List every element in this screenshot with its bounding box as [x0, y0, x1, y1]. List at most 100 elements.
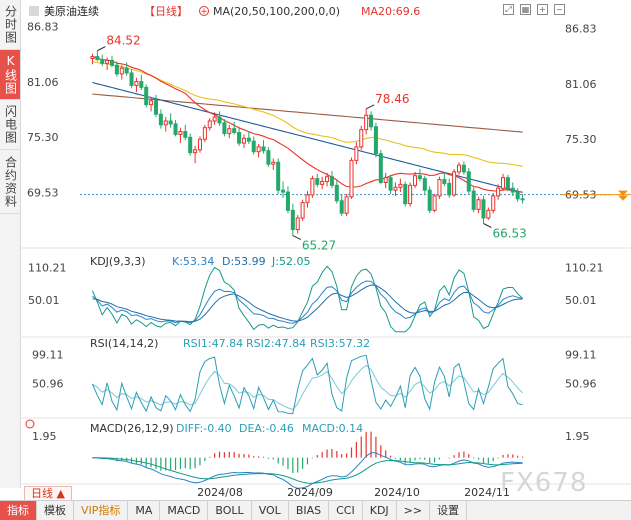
grid-icon[interactable]: ▦: [520, 4, 531, 15]
watermark: FX678: [500, 468, 588, 498]
candle-body: [378, 153, 383, 183]
tab-indicators[interactable]: 指标: [0, 501, 37, 520]
candle-body: [520, 198, 525, 201]
annotation-label: 84.52: [106, 34, 140, 48]
date-tick: 2024/09: [287, 486, 333, 499]
tab-boll[interactable]: BOLL: [208, 501, 252, 520]
candle-body: [173, 123, 178, 135]
add-indicator-icon[interactable]: [199, 6, 209, 16]
candle-body: [217, 116, 222, 124]
candle-body: [290, 209, 295, 231]
candle-body: [271, 161, 276, 165]
indicator-tab-bar: 指标 模板 VIP指标 MA MACD BOLL VOL BIAS CCI KD…: [0, 500, 631, 520]
candle-body: [373, 126, 378, 155]
sidebar: 分时图 K线图 闪电图 合约资料: [0, 0, 21, 488]
rsi1-line: [91, 354, 523, 415]
candle-body: [134, 81, 139, 86]
tab-contract-info[interactable]: 合约资料: [0, 150, 20, 214]
candle-body: [476, 199, 481, 210]
tab-flash-chart[interactable]: 闪电图: [0, 100, 20, 150]
annotation-pointer: [483, 223, 492, 228]
toolbar-icons: ⤢ ▦ + −: [503, 4, 565, 15]
tab-kdj[interactable]: KDJ: [363, 501, 397, 520]
kdj-j-line: [91, 265, 523, 333]
candle-body: [320, 181, 325, 185]
zoom-in-icon[interactable]: +: [537, 4, 548, 15]
candle-body: [168, 120, 173, 125]
candle-body: [422, 178, 427, 191]
candle-body: [178, 131, 183, 135]
candle-body: [261, 146, 266, 152]
candle-body: [256, 146, 261, 153]
candle-body: [510, 187, 515, 193]
candle-body: [188, 136, 193, 154]
kdj-d-value: D:53.99: [222, 255, 266, 268]
tab-settings[interactable]: 设置: [430, 501, 468, 520]
rsi-tick-left: 50.96: [32, 377, 64, 390]
tab-ma[interactable]: MA: [128, 501, 161, 520]
candle-body: [202, 127, 207, 140]
candle-body: [452, 171, 457, 196]
candle-body: [408, 184, 413, 205]
more-tabs-button[interactable]: >>: [397, 501, 431, 520]
candle-body: [339, 200, 344, 214]
symbol-color-swatch: [29, 6, 39, 16]
candle-body: [413, 175, 418, 186]
candle-body: [95, 56, 100, 60]
candle-body: [310, 178, 315, 196]
rsi2-value: RSI2:47.84: [246, 337, 306, 350]
date-tick: 2024/10: [374, 486, 420, 499]
fullscreen-icon[interactable]: ⤢: [503, 4, 514, 15]
candle-body: [232, 128, 237, 134]
candle-body: [325, 176, 330, 183]
candle-body: [251, 140, 256, 153]
tab-vol[interactable]: VOL: [252, 501, 289, 520]
current-price-arrow-icon: [618, 190, 628, 196]
tab-templates[interactable]: 模板: [37, 501, 74, 520]
add-indicator-glyph: +: [200, 7, 208, 17]
ma100-line: [92, 81, 523, 194]
ma-params-label: MA(20,50,100,200,0,0): [213, 5, 340, 18]
price-tick-left: 75.30: [27, 131, 59, 144]
period-selector[interactable]: 日线 ▲: [24, 486, 72, 501]
candle-body: [515, 191, 520, 200]
tab-kline[interactable]: K线图: [0, 50, 20, 100]
rsi-tick-right: 50.96: [565, 377, 597, 390]
candle-body: [149, 100, 154, 106]
price-chart[interactable]: 美原油连续 【日线】 + MA(20,50,100,200,0,0) MA20:69.6…: [20, 0, 631, 500]
candle-body: [417, 175, 422, 180]
candle-body: [237, 132, 242, 144]
tab-macd[interactable]: MACD: [160, 501, 209, 520]
zoom-out-icon[interactable]: −: [554, 4, 565, 15]
candle-body: [124, 67, 129, 74]
candle-body: [329, 176, 334, 186]
candle-body: [285, 191, 290, 211]
macd-tick-right: 1.95: [565, 430, 590, 443]
macd-label: MACD(26,12,9): [90, 422, 174, 435]
kdj-tick-left: 110.21: [28, 261, 67, 274]
macd-add-icon[interactable]: [25, 419, 35, 429]
tab-cci[interactable]: CCI: [329, 501, 363, 520]
candle-body: [344, 196, 349, 214]
candle-body: [442, 179, 447, 184]
macd-diff-value: DIFF:-0.40: [176, 422, 232, 435]
macd-dea-line: [92, 457, 523, 484]
candle-body: [183, 131, 188, 138]
candle-body: [500, 177, 506, 189]
kdj-tick-right: 50.01: [565, 294, 597, 307]
price-tick-left: 69.53: [27, 187, 59, 200]
tab-timeshare[interactable]: 分时图: [0, 0, 20, 50]
date-tick: 2024/08: [197, 486, 243, 499]
candle-body: [300, 202, 305, 219]
candle-body: [393, 186, 398, 191]
candle-body: [427, 189, 432, 211]
tab-bias[interactable]: BIAS: [289, 501, 330, 520]
price-tick-right: 86.83: [565, 22, 597, 35]
candle-body: [496, 187, 501, 197]
candle-body: [114, 64, 119, 75]
candle-body: [207, 120, 212, 129]
date-tick: 2024/11: [464, 486, 510, 499]
candle-body: [457, 164, 462, 173]
tab-vip-indicators[interactable]: VIP指标: [74, 501, 129, 520]
candle-body: [305, 194, 310, 204]
